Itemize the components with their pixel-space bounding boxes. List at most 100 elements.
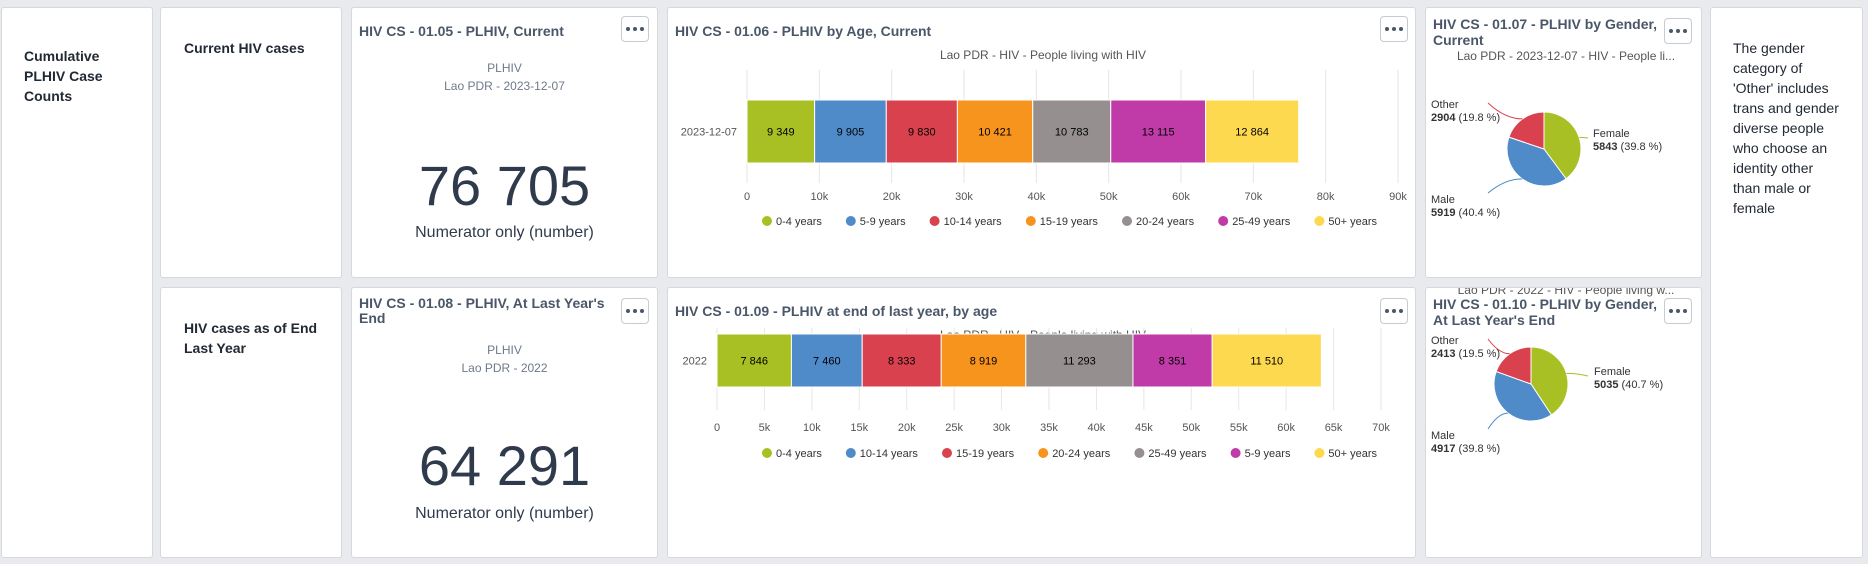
note-line: than male or xyxy=(1733,180,1811,196)
bar-segment xyxy=(790,333,863,388)
data-label: 12 864 xyxy=(1235,127,1269,139)
slice-percent: (19.8 %) xyxy=(1455,112,1500,124)
gender-current-chart-item: HIV CS - 01.07 - PLHIV by Gender, Curren… xyxy=(1425,7,1702,278)
note-line: trans and gender xyxy=(1733,100,1839,116)
item-title-line: HIV CS - 01.07 - PLHIV by Gender, xyxy=(1433,16,1658,32)
plhiv-last-year-item: HIV CS - 01.08 - PLHIV, At Last Year's E… xyxy=(351,287,658,558)
item-menu-button[interactable] xyxy=(1380,298,1408,324)
slice-value-label: 5919 (40.4 %) xyxy=(1431,207,1500,219)
slice-value-label: 4917 (39.8 %) xyxy=(1431,443,1500,455)
slice-name: Other xyxy=(1431,99,1459,111)
x-tick-label: 5k xyxy=(759,422,771,434)
item-menu-button[interactable] xyxy=(1380,16,1408,42)
chart-subtitle: Lao PDR - 2022 - HIV - People living w..… xyxy=(1458,288,1675,297)
note-line: diverse people xyxy=(1733,120,1825,136)
item-menu-button[interactable] xyxy=(1664,18,1692,44)
pie-chart: Lao PDR - 2022 - HIV - People living w..… xyxy=(1431,288,1675,455)
slice-value: 2413 xyxy=(1431,348,1455,360)
legend-item: 5-9 years xyxy=(1245,448,1291,460)
item-menu-button[interactable] xyxy=(621,298,649,324)
item-menu-button[interactable] xyxy=(1664,298,1692,324)
chart-subtitle: Lao PDR - 2023-12-07 - HIV - People li..… xyxy=(1457,49,1675,63)
item-title-line: At Last Year's End xyxy=(1433,312,1556,328)
note-line: female xyxy=(1733,200,1776,216)
stacked-bar-chart: Lao PDR - HIV - People living with HIV 0 1… xyxy=(681,48,1408,228)
slice-percent: (19.5 %) xyxy=(1455,348,1500,360)
data-label: 10 783 xyxy=(1055,127,1089,139)
x-tick-label: 60k xyxy=(1172,191,1190,203)
legend-item: 15-19 years xyxy=(1040,216,1099,228)
legend-item: 15-19 years xyxy=(956,448,1015,460)
note-line: who choose an xyxy=(1733,140,1828,156)
data-label: 8 351 xyxy=(1159,356,1187,368)
x-tick-label: 80k xyxy=(1317,191,1335,203)
legend-marker xyxy=(1134,448,1145,458)
slice-percent: (40.4 %) xyxy=(1455,207,1500,219)
connector-line xyxy=(1487,178,1523,194)
section-title-line: Cumulative xyxy=(24,48,100,64)
legend-item: 20-24 years xyxy=(1052,448,1111,460)
pie-slice xyxy=(1506,136,1567,187)
x-tick-label: 50k xyxy=(1100,191,1118,203)
x-tick-label: 20k xyxy=(898,422,916,434)
slice-name: Male xyxy=(1431,194,1455,206)
single-value-label: PLHIV xyxy=(487,61,522,75)
single-value-label: PLHIV xyxy=(487,343,522,357)
stacked-bar-chart: Lao PDR - HIV - People living with HIV05… xyxy=(683,328,1390,460)
bar-segment xyxy=(861,333,942,388)
legend-item: 10-14 years xyxy=(860,448,919,460)
slice-value-label: 5843 (39.8 %) xyxy=(1593,141,1662,153)
x-tick-label: 25k xyxy=(945,422,963,434)
section-title-line: Counts xyxy=(24,88,73,104)
slice-name: Male xyxy=(1431,430,1455,442)
legend-marker xyxy=(1230,448,1241,458)
connector-line xyxy=(1487,102,1523,120)
x-tick-label: 40k xyxy=(1088,422,1106,434)
bar-segment xyxy=(1132,333,1213,388)
data-label: 11 510 xyxy=(1250,356,1283,368)
slice-name: Other xyxy=(1431,335,1459,347)
legend-marker xyxy=(929,216,940,226)
legend-marker xyxy=(1314,216,1325,226)
age-last-year-chart-item: HIV CS - 01.09 - PLHIV at end of last ye… xyxy=(667,287,1416,558)
pie-slice xyxy=(1493,370,1553,422)
x-tick-label: 0 xyxy=(714,422,720,434)
pie-chart: Lao PDR - 2023-12-07 - HIV - People li..… xyxy=(1431,49,1675,219)
x-tick-label: 50k xyxy=(1182,422,1200,434)
slice-value: 5919 xyxy=(1431,207,1455,219)
x-tick-label: 20k xyxy=(883,191,901,203)
data-label: 7 460 xyxy=(813,356,841,368)
slice-name: Female xyxy=(1594,366,1631,378)
connector-line xyxy=(1487,338,1510,355)
connector-line xyxy=(1579,136,1589,139)
x-tick-label: 70k xyxy=(1244,191,1262,203)
x-tick-label: 45k xyxy=(1135,422,1153,434)
slice-value-label: 2413 (19.5 %) xyxy=(1431,348,1500,360)
data-label: 11 293 xyxy=(1063,356,1096,368)
data-label: 9 905 xyxy=(837,127,865,139)
legend-marker xyxy=(1218,216,1229,226)
pie-slice xyxy=(1495,346,1532,385)
plhiv-current-item: HIV CS - 01.05 - PLHIV, Current PLHIV La… xyxy=(351,7,658,278)
item-menu-button[interactable] xyxy=(621,16,649,42)
single-value-caption: Numerator only (number) xyxy=(415,224,594,241)
note-line: 'Other' includes xyxy=(1733,80,1829,96)
single-value: 64 291 xyxy=(418,434,591,497)
x-tick-label: 10k xyxy=(803,422,821,434)
data-label: 7 846 xyxy=(740,356,768,368)
age-current-chart-item: HIV CS - 01.06 - PLHIV by Age, Current L… xyxy=(667,7,1416,278)
legend-item: 50+ years xyxy=(1328,216,1377,228)
x-tick-label: 70k xyxy=(1372,422,1390,434)
legend-marker xyxy=(845,216,856,226)
connector-line xyxy=(1487,412,1509,430)
legend-item: 25-49 years xyxy=(1148,448,1207,460)
item-title-line: HIV CS - 01.10 - PLHIV by Gender, xyxy=(1433,296,1658,312)
category-label: 2022 xyxy=(683,356,707,368)
legend-marker xyxy=(1038,448,1049,458)
x-tick-label: 30k xyxy=(955,191,973,203)
legend-marker xyxy=(942,448,952,458)
section-title-line: PLHIV Case xyxy=(24,68,103,84)
item-title-line: HIV CS - 01.08 - PLHIV, At Last Year's xyxy=(359,295,605,311)
legend-marker xyxy=(845,448,856,458)
chart-subtitle: Lao PDR - HIV - People living with HIV xyxy=(940,48,1146,62)
